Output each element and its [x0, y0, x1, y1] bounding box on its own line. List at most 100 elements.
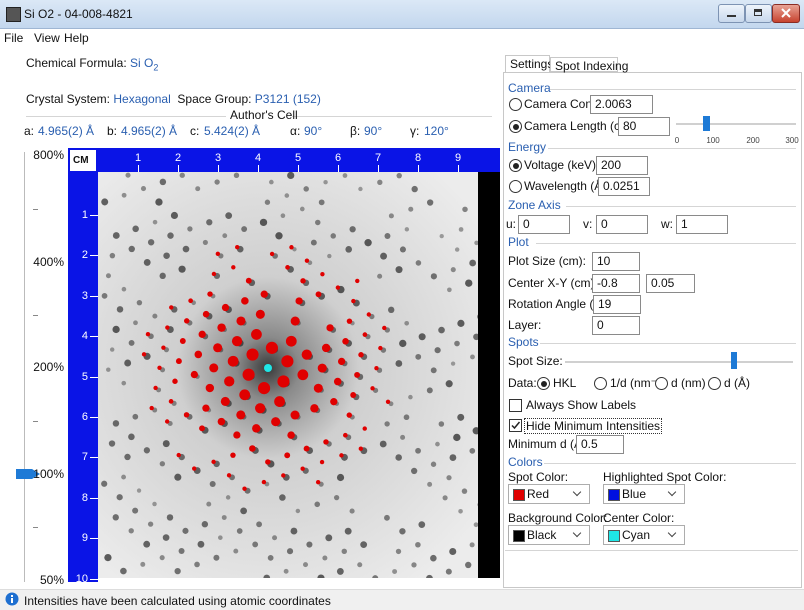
checkbox[interactable]	[509, 419, 522, 432]
input[interactable]: 200	[596, 156, 648, 175]
menu-item[interactable]: File	[4, 31, 23, 45]
label: d (nm)	[671, 376, 706, 390]
gray-spot	[206, 219, 212, 225]
radio[interactable]	[708, 377, 721, 390]
spot	[255, 403, 265, 413]
gray-spot	[419, 333, 426, 340]
gray-spot	[431, 273, 437, 279]
spot	[347, 318, 352, 323]
ruler-label: 5	[288, 152, 308, 164]
gray-spot	[455, 247, 459, 251]
gray-spot	[148, 239, 154, 245]
radio[interactable]	[509, 120, 522, 133]
ruler-tick	[298, 165, 299, 172]
gray-spot	[129, 528, 134, 533]
gray-spot	[350, 509, 355, 514]
slider-thumb[interactable]	[731, 352, 737, 369]
menu-item[interactable]: View	[34, 31, 60, 45]
slider-track	[565, 361, 793, 363]
zoom-label: 200%	[20, 360, 64, 374]
gray-spot	[153, 220, 158, 225]
checkbox[interactable]	[509, 399, 522, 412]
spot	[274, 396, 285, 407]
input[interactable]: 0.05	[646, 274, 695, 293]
radio[interactable]	[509, 180, 522, 193]
gray-spot	[133, 320, 138, 325]
gray-spot	[183, 246, 190, 253]
ruler-label: 10	[70, 573, 88, 585]
gray-spot	[457, 414, 464, 421]
close-button[interactable]	[772, 4, 800, 23]
dropdown[interactable]: Red	[508, 484, 590, 504]
spot	[277, 375, 289, 387]
input[interactable]: 0.5	[576, 435, 624, 454]
gray-spot	[218, 535, 223, 540]
gray-spot	[121, 475, 126, 480]
gray-spot	[462, 488, 467, 493]
ruler-label: 4	[248, 152, 268, 164]
ruler-label: 9	[448, 152, 468, 164]
slider-thumb[interactable]	[703, 116, 710, 131]
minimize-button[interactable]	[718, 4, 745, 23]
gray-spot	[128, 434, 135, 441]
radio[interactable]	[594, 377, 607, 390]
ruler-label: 3	[70, 290, 88, 302]
tab[interactable]: Spot Indexing	[550, 57, 618, 72]
radio[interactable]	[655, 377, 668, 390]
gray-spot	[303, 186, 309, 192]
ruler-label: 8	[408, 152, 428, 164]
input[interactable]: 10	[592, 252, 640, 271]
label: d (Å)	[724, 376, 750, 390]
input[interactable]: 80	[618, 117, 670, 136]
radio[interactable]	[537, 377, 550, 390]
gray-spot	[113, 514, 119, 520]
tab[interactable]: Settings	[505, 55, 550, 72]
dropdown[interactable]: Black	[508, 525, 590, 545]
ruler-tick	[458, 165, 459, 172]
spot	[281, 473, 285, 477]
dropdown[interactable]: Blue	[603, 484, 685, 504]
gray-spot	[431, 462, 436, 467]
spot	[150, 406, 154, 410]
gray-spot	[411, 468, 417, 474]
radio[interactable]	[509, 98, 522, 111]
spot	[251, 329, 262, 340]
spot	[347, 412, 352, 417]
gray-spot	[470, 542, 475, 547]
maximize-button[interactable]	[745, 4, 772, 23]
menu-item[interactable]: Help	[64, 31, 89, 45]
gray-spot	[462, 207, 467, 212]
gray-spot	[345, 528, 352, 535]
input[interactable]: -0.8	[592, 274, 640, 293]
input[interactable]: 19	[593, 295, 641, 314]
diffraction-image[interactable]	[98, 172, 478, 578]
spot	[374, 366, 378, 370]
spot	[184, 412, 189, 417]
ruler-label: 3	[208, 152, 228, 164]
ruler-tick	[178, 165, 179, 172]
gray-spot	[101, 481, 107, 487]
gray-spot	[214, 179, 219, 184]
cell-label: c:	[190, 124, 199, 138]
gray-spot	[178, 266, 185, 273]
spot	[188, 298, 193, 303]
gray-spot	[140, 562, 145, 567]
cell-line	[292, 116, 492, 117]
input[interactable]: 2.0063	[590, 95, 653, 114]
spot	[199, 425, 205, 431]
center-spot	[264, 364, 272, 372]
input[interactable]: 0	[592, 316, 640, 335]
spot	[359, 446, 363, 450]
input[interactable]: 0.0251	[598, 177, 650, 196]
gray-spot	[296, 509, 301, 514]
dropdown[interactable]: Cyan	[603, 525, 685, 545]
radio[interactable]	[509, 159, 522, 172]
ruler-tick	[90, 579, 98, 580]
label: Background Color:	[508, 511, 607, 525]
input[interactable]: 0	[596, 215, 648, 234]
ruler-label: 6	[70, 411, 88, 423]
input[interactable]: 0	[518, 215, 570, 234]
input[interactable]: 1	[676, 215, 728, 234]
gray-spot	[287, 548, 293, 554]
gray-spot	[117, 306, 124, 313]
